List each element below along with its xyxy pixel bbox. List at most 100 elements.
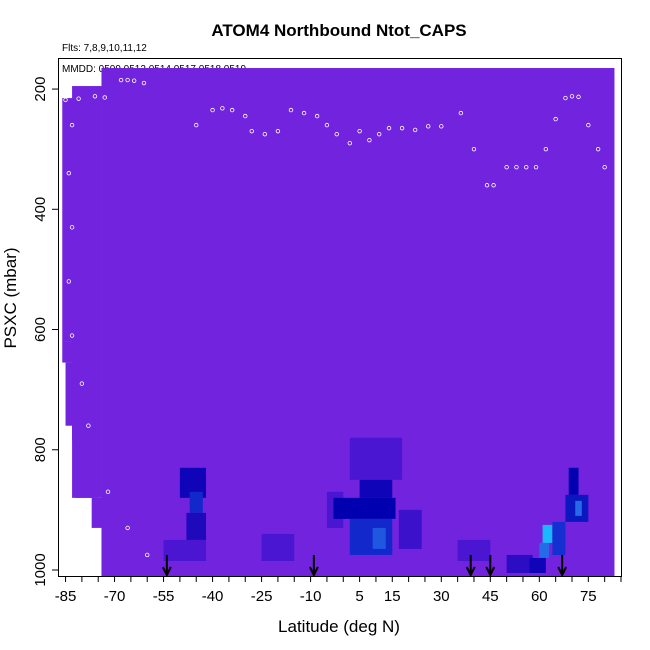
- y-tick-label: 600: [32, 317, 49, 342]
- flight-track-point: [141, 80, 147, 86]
- flight-track-point: [220, 106, 225, 111]
- flight-track-point: [533, 165, 539, 170]
- latitude-arrow-marker: [485, 555, 496, 578]
- plot-frame: [58, 58, 622, 577]
- x-tick-label: 45: [482, 588, 499, 605]
- flight-track-point: [288, 107, 294, 113]
- flight-track-point: [471, 146, 477, 152]
- latitude-markers: [161, 555, 568, 578]
- x-tick-label: -25: [251, 588, 273, 605]
- heatmap-cell: [359, 479, 393, 498]
- flight-track-point: [602, 165, 607, 170]
- flight-track-point: [105, 489, 111, 495]
- flight-track-point: [69, 333, 75, 338]
- flight-track-point: [314, 113, 320, 119]
- heatmap-cell: [552, 521, 566, 555]
- flight-track-point: [367, 137, 372, 143]
- x-tick-label: -55: [153, 588, 175, 605]
- latitude-arrow-marker: [465, 555, 476, 578]
- flight-track-point: [63, 97, 68, 103]
- flight-track-point: [491, 183, 496, 188]
- flight-track-point: [484, 183, 490, 188]
- x-tick-label: 15: [384, 588, 401, 605]
- latitude-arrow-marker: [308, 555, 319, 578]
- flight-track-point: [386, 125, 392, 131]
- x-axis-label: Latitude (deg N): [278, 617, 400, 636]
- flight-track-point: [377, 131, 382, 137]
- flight-track-point: [426, 124, 431, 129]
- flight-track-point: [301, 110, 307, 116]
- flight-track-point: [504, 165, 509, 170]
- flight-track-point: [243, 113, 248, 119]
- flight-track-point: [524, 165, 529, 170]
- flight-track-point: [79, 381, 85, 386]
- heatmap-cell: [457, 539, 491, 561]
- heatmap-cell: [506, 554, 533, 573]
- flight-track-point: [249, 128, 254, 134]
- x-tick-label: 30: [433, 588, 450, 605]
- heatmap-cell: [349, 518, 393, 555]
- coverage-region: [62, 98, 76, 342]
- x-tick-label: -70: [104, 588, 126, 605]
- heatmap-cell: [542, 524, 553, 543]
- flight-track-point: [102, 95, 107, 100]
- flight-track-point: [347, 140, 353, 146]
- heatmap-cell: [333, 497, 396, 519]
- flight-track-point: [569, 94, 575, 99]
- flight-track-point: [553, 116, 558, 122]
- flight-track-point: [412, 127, 418, 133]
- flight-track-point: [543, 146, 549, 152]
- flight-track-point: [324, 122, 330, 128]
- flight-track-point: [69, 225, 75, 230]
- flight-track-point: [439, 124, 444, 129]
- latitude-arrow-marker: [557, 555, 568, 578]
- x-axis: -85 -70 -55 -40 -25 -10 5 15 30 45 60 75: [55, 576, 622, 605]
- flight-track-point: [66, 171, 72, 176]
- heatmap-cells: [163, 437, 589, 573]
- x-tick-label: -10: [300, 588, 322, 605]
- flight-track-point: [563, 95, 568, 101]
- heatmap-cell: [189, 491, 203, 513]
- y-tick-label: 400: [32, 197, 49, 222]
- flight-track-point: [86, 423, 91, 428]
- x-tick-label: 75: [580, 588, 597, 605]
- flight-track-point: [262, 131, 268, 137]
- flight-track-point: [275, 128, 281, 134]
- heatmap-cell: [372, 527, 386, 549]
- heatmap-cell: [575, 500, 582, 516]
- flight-track-point: [118, 77, 124, 83]
- y-axis: 200 400 600 800 1000: [32, 77, 59, 587]
- flight-track-point: [125, 77, 130, 83]
- flight-track-point: [595, 146, 601, 152]
- flight-track-point: [334, 131, 339, 137]
- flight-track-point: [576, 94, 581, 100]
- heatmap-cell: [349, 437, 403, 480]
- flight-track-point: [514, 165, 519, 170]
- heatmap-cell: [529, 557, 546, 573]
- coverage-region: [72, 86, 102, 498]
- flight-track-point: [69, 122, 75, 128]
- x-tick-label: 5: [355, 588, 363, 605]
- heatmap-cell: [398, 509, 422, 549]
- flight-track-point: [210, 107, 215, 113]
- flights-subtitle: Flts: 7,8,9,10,11,12: [62, 43, 147, 54]
- flight-track-points: [63, 77, 607, 558]
- y-tick-label: 200: [32, 77, 49, 102]
- flight-track-point: [194, 122, 199, 128]
- flight-track-point: [229, 107, 235, 113]
- x-tick-label: -85: [55, 588, 77, 605]
- flight-track-point: [92, 94, 98, 99]
- flight-track-point: [458, 110, 464, 116]
- heatmap-cell: [539, 542, 550, 558]
- chart-title: ATOM4 Northbound Ntot_CAPS: [211, 21, 466, 40]
- heatmap-cell: [568, 467, 579, 495]
- heatmap-cell: [261, 533, 295, 561]
- latitude-arrow-marker: [161, 555, 172, 578]
- flight-track-point: [76, 96, 81, 101]
- x-tick-label: 60: [531, 588, 548, 605]
- flight-track-point: [145, 552, 150, 558]
- heatmap-cell: [163, 539, 207, 561]
- flight-track-point: [131, 78, 137, 83]
- x-tick-label: -40: [202, 588, 224, 605]
